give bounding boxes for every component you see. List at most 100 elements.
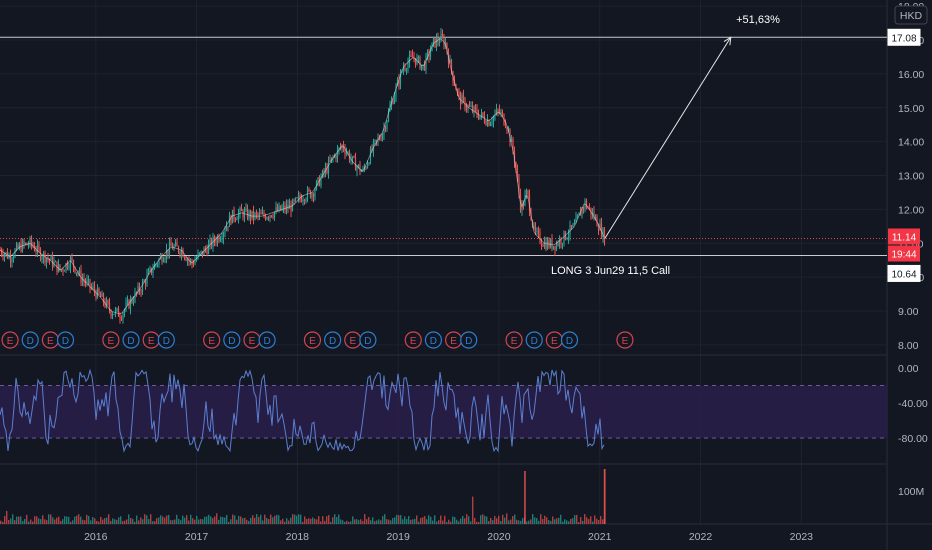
volume-bar	[244, 517, 246, 524]
dividend-marker[interactable]: D	[122, 331, 140, 349]
volume-bar	[598, 520, 600, 524]
volume-bar	[16, 516, 18, 524]
candle-body	[522, 203, 525, 206]
volume-bar	[328, 515, 330, 524]
volume-bar	[132, 518, 134, 524]
volume-bar	[534, 517, 536, 524]
earnings-marker[interactable]: E	[505, 331, 523, 349]
candle-body	[213, 237, 216, 242]
candle-body	[305, 199, 307, 202]
earnings-marker[interactable]: E	[1, 331, 19, 349]
candle-body	[335, 155, 337, 159]
dividend-marker[interactable]: D	[525, 331, 543, 349]
earnings-marker[interactable]: E	[102, 331, 120, 349]
earnings-marker[interactable]: E	[444, 331, 463, 349]
volume-bar	[504, 517, 506, 524]
earnings-marker[interactable]: E	[545, 331, 563, 349]
candle-body	[515, 162, 517, 171]
volume-bar	[518, 520, 520, 524]
volume-bar	[82, 519, 84, 524]
candle-body	[99, 293, 102, 297]
currency-button[interactable]: HKD	[894, 5, 928, 25]
volume-bar	[202, 519, 204, 524]
time-axis[interactable]: 2016 2017 2018 2019 2020 2021 2022 2023	[84, 531, 813, 543]
time-axis-tick-label: 2017	[185, 531, 209, 543]
candle-body	[152, 269, 154, 273]
dividend-marker[interactable]: D	[21, 331, 39, 349]
earnings-marker[interactable]: E	[344, 331, 362, 349]
candle-body	[137, 285, 139, 293]
volume-bar	[282, 518, 284, 524]
candle-body	[573, 223, 576, 225]
dividend-marker[interactable]: D	[223, 331, 241, 349]
volume-bar	[406, 519, 408, 524]
candle-body	[489, 123, 492, 126]
candle-body	[449, 59, 451, 64]
candle-body	[108, 303, 111, 311]
dividend-marker[interactable]: D	[424, 331, 443, 349]
volume-bar	[34, 516, 36, 524]
time-axis-tick-label: 2020	[487, 531, 511, 543]
earnings-marker[interactable]: E	[303, 331, 322, 349]
dividend-marker[interactable]: D	[359, 331, 377, 349]
volume-bar	[368, 516, 370, 524]
volume-bar	[334, 514, 336, 524]
volume-bar	[480, 515, 482, 524]
volume-bar	[84, 520, 86, 524]
event-marker-letter: E	[511, 336, 518, 347]
candle-body	[420, 65, 423, 69]
volume-bar	[306, 518, 308, 524]
dividend-marker[interactable]: D	[460, 331, 478, 349]
volume-bar	[370, 520, 372, 524]
candle-body	[138, 285, 141, 292]
candle-body	[206, 249, 208, 254]
time-axis-tick-label: 2023	[790, 531, 814, 543]
candle-body	[270, 215, 273, 217]
candle-body	[495, 109, 498, 115]
volume-bar	[492, 520, 494, 524]
candle-body	[282, 205, 285, 208]
candle-body	[411, 55, 414, 58]
event-marker-letter: E	[7, 336, 14, 347]
earnings-marker[interactable]: E	[41, 331, 59, 349]
projection-arrow[interactable]	[604, 36, 732, 239]
candle-body	[2, 254, 4, 258]
volume-bar	[76, 515, 78, 524]
candle-body	[354, 157, 357, 171]
volume-bar	[272, 517, 274, 524]
volume-bar	[20, 516, 22, 524]
volume-bar	[70, 521, 72, 524]
candle-body	[264, 215, 267, 220]
time-axis-tick-label: 2018	[286, 531, 310, 543]
candle-body	[141, 282, 144, 292]
volume-bar	[408, 516, 410, 524]
candle-body	[347, 152, 349, 154]
event-marker-circle	[223, 331, 241, 349]
volume-bar	[558, 517, 560, 524]
dividend-marker[interactable]: D	[56, 331, 75, 349]
volume-bar	[556, 518, 558, 524]
candle-body	[603, 229, 606, 244]
earnings-marker[interactable]: E	[616, 331, 634, 349]
candle-body	[242, 210, 244, 218]
volume-bar	[140, 517, 142, 524]
dividend-marker[interactable]: D	[560, 331, 579, 349]
volume-bar	[482, 514, 484, 524]
earnings-marker[interactable]: E	[404, 331, 422, 349]
candle-body	[512, 139, 514, 151]
volume-bar	[56, 517, 58, 524]
candle-body	[600, 223, 603, 237]
volume-bar	[386, 519, 388, 524]
candle-body	[423, 64, 426, 70]
candle-body	[117, 308, 120, 317]
dividend-marker[interactable]: D	[324, 331, 342, 349]
dividend-marker[interactable]: D	[157, 331, 175, 349]
earnings-marker[interactable]: E	[243, 331, 261, 349]
candle-body	[246, 208, 249, 219]
earnings-marker[interactable]: E	[203, 331, 221, 349]
candle-body	[585, 200, 588, 208]
earnings-marker[interactable]: E	[142, 331, 160, 349]
dividend-marker[interactable]: D	[258, 331, 276, 349]
